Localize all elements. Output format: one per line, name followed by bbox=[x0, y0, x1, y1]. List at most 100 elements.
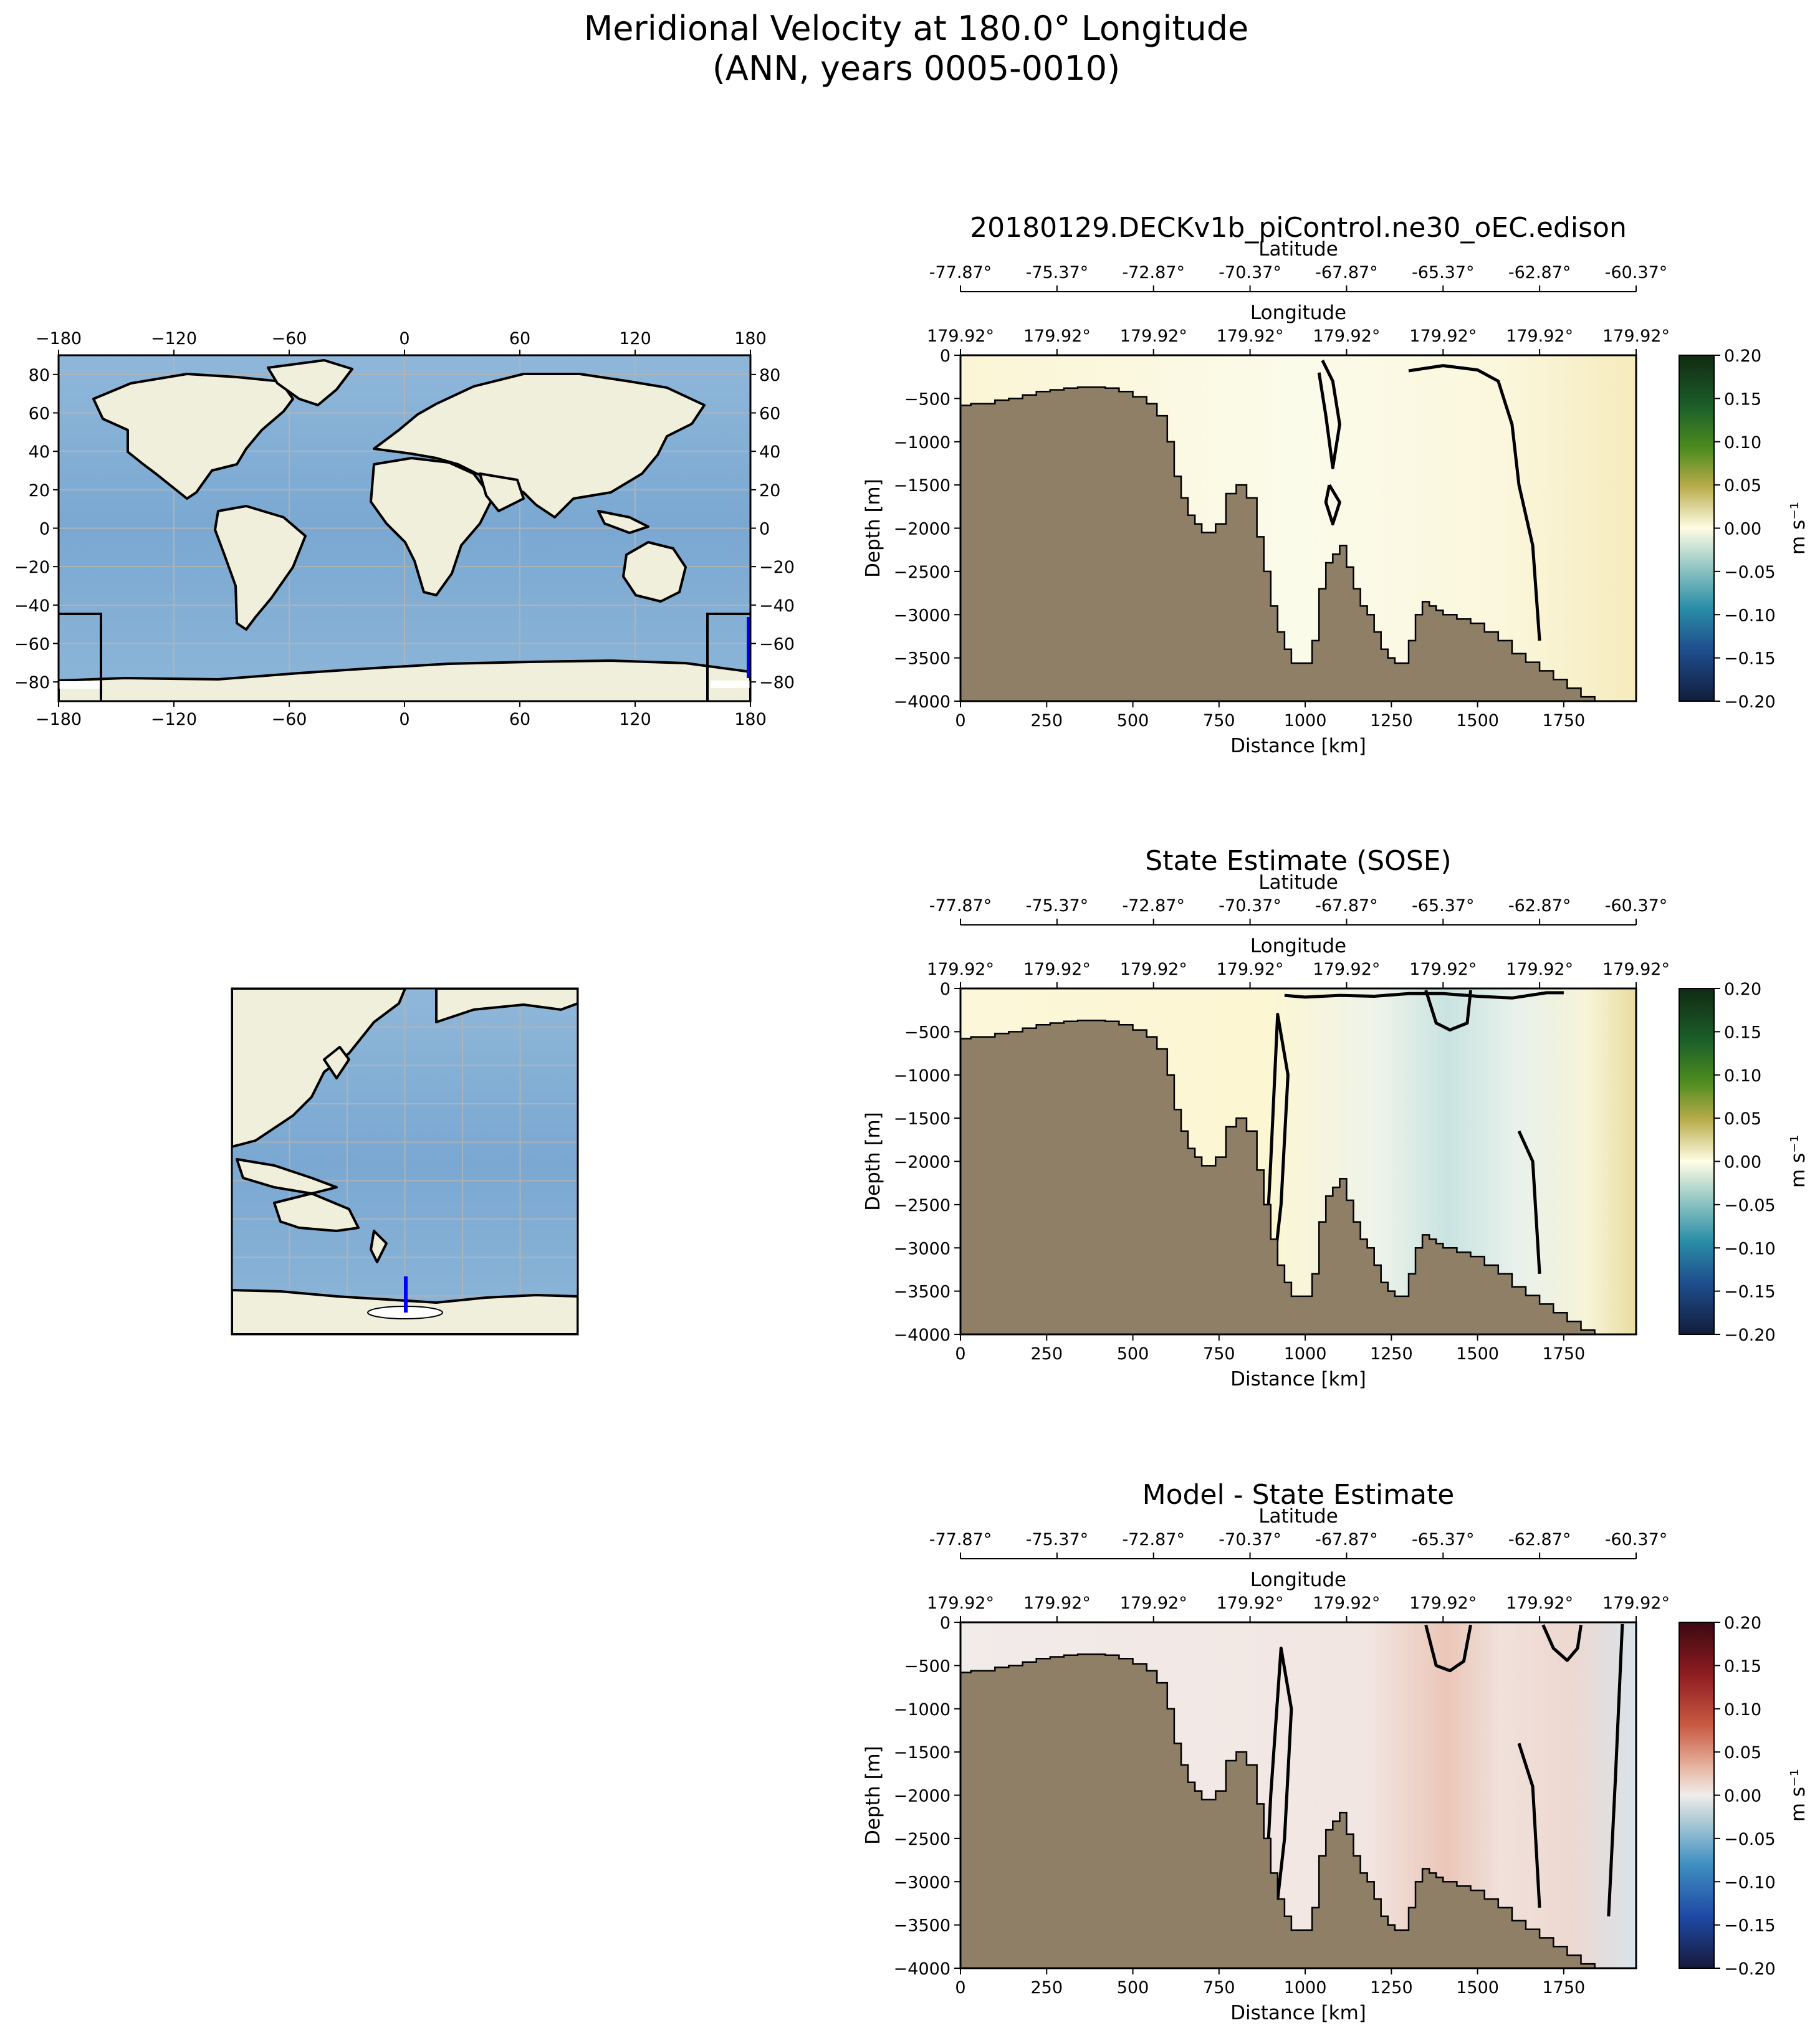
greenland bbox=[267, 359, 353, 406]
lon-tick-label-bottom: −180 bbox=[36, 710, 82, 729]
latitude-tick-label: -60.37° bbox=[1605, 1530, 1668, 1549]
panel-title: 20180129.DECKv1b_piControl.ne30_oEC.edis… bbox=[970, 212, 1627, 244]
longitude-tick-label: 179.92° bbox=[1023, 960, 1091, 979]
section-panel-model: 0 250 500 750 1000 1250 1500 1750 Distance [km] 0… bbox=[862, 212, 1809, 757]
y-tick-label: −3500 bbox=[894, 1283, 951, 1302]
longitude-tick-label: 179.92° bbox=[1217, 327, 1284, 346]
colorbar-tick-label: 0.00 bbox=[1724, 520, 1761, 539]
lon-tick-label-top: 120 bbox=[619, 329, 651, 348]
latitude-axis-label: Latitude bbox=[1258, 871, 1338, 894]
lon-tick-label-top: 60 bbox=[509, 329, 530, 348]
zero-contour-line bbox=[1424, 990, 1472, 1032]
longitude-tick-label: 179.92° bbox=[1217, 1594, 1284, 1613]
latitude-tick-label: -77.87° bbox=[929, 896, 992, 916]
latitude-tick-label: -70.37° bbox=[1219, 1530, 1281, 1549]
colorbar-tick-label: −0.20 bbox=[1724, 692, 1776, 712]
longitude-axis-label: Longitude bbox=[1250, 935, 1346, 957]
x-tick-label: 1250 bbox=[1370, 711, 1413, 730]
colorbar-tick-label: 0.15 bbox=[1724, 1023, 1761, 1042]
lon-tick-label-bottom: −60 bbox=[272, 710, 307, 729]
colorbar-unit-label: m s⁻¹ bbox=[1787, 1769, 1809, 1822]
world-map-right-latitude-ticks: 80 60 40 20 0 −20 −40 −60 −80 bbox=[750, 366, 795, 692]
y-tick-label: −3000 bbox=[894, 1239, 951, 1258]
colorbar-tick-label: 0.20 bbox=[1724, 1614, 1761, 1633]
transect-region-outline bbox=[59, 613, 750, 701]
panel-title: State Estimate (SOSE) bbox=[1145, 845, 1451, 877]
zero-contour-line bbox=[1541, 1624, 1583, 1662]
regional-map bbox=[231, 987, 579, 1336]
panel-title: Model - State Estimate bbox=[1142, 1479, 1455, 1511]
x-axis-label: Distance [km] bbox=[1230, 1368, 1366, 1390]
lon-tick-label-bottom: 60 bbox=[509, 710, 530, 729]
y-tick-label: 0 bbox=[940, 1614, 951, 1633]
lat-tick-label-right: −20 bbox=[759, 558, 795, 577]
longitude-tick-label: 179.92° bbox=[927, 327, 994, 346]
lat-tick-label-left: 80 bbox=[29, 366, 50, 385]
longitude-tick-label: 179.92° bbox=[1409, 1594, 1477, 1613]
y-tick-label: −1000 bbox=[894, 433, 951, 452]
y-tick-label: −500 bbox=[904, 390, 951, 409]
zero-contour-line bbox=[1607, 1624, 1624, 1916]
longitude-tick-label: 179.92° bbox=[1120, 1594, 1187, 1613]
lat-tick-label-left: 20 bbox=[29, 481, 50, 500]
alaska-region bbox=[435, 988, 578, 1023]
colorbar-tick-label: −0.15 bbox=[1724, 1916, 1776, 1936]
regional-map-land bbox=[232, 988, 578, 1334]
lon-tick-label-top: −60 bbox=[272, 329, 307, 348]
latitude-axis-label: Latitude bbox=[1258, 1505, 1338, 1528]
latitude-tick-label: -60.37° bbox=[1605, 896, 1668, 916]
colorbar-tick-label: −0.10 bbox=[1724, 1873, 1776, 1892]
latitude-tick-label: -62.87° bbox=[1508, 263, 1571, 282]
ross-ice-shelf-east bbox=[711, 681, 750, 688]
lon-tick-label-bottom: 120 bbox=[619, 710, 651, 729]
figure-title-line-1: Meridional Velocity at 180.0° Longitude bbox=[584, 9, 1249, 48]
longitude-tick-label: 179.92° bbox=[1023, 327, 1091, 346]
longitude-tick-label: 179.92° bbox=[1602, 1594, 1670, 1613]
y-axis-label: Depth [m] bbox=[862, 1746, 884, 1845]
x-axis-label: Distance [km] bbox=[1230, 735, 1366, 757]
x-tick-label: 0 bbox=[955, 1978, 965, 1997]
x-tick-label: 250 bbox=[1030, 1344, 1063, 1364]
longitude-tick-label: 179.92° bbox=[1506, 960, 1573, 979]
world-map: −180 −120 −60 0 60 120 180 −180 −120 −60 0 60 120 18… bbox=[14, 329, 795, 729]
x-tick-label: 1000 bbox=[1284, 711, 1327, 730]
figure-title-line-2: (ANN, years 0005-0010) bbox=[712, 49, 1120, 88]
latitude-tick-label: -77.87° bbox=[929, 1530, 992, 1549]
x-tick-label: 500 bbox=[1117, 1978, 1149, 1997]
colorbar-tick-label: 0.10 bbox=[1724, 433, 1761, 452]
antarctica bbox=[59, 659, 750, 701]
new-zealand bbox=[370, 1230, 388, 1263]
colorbar-tick-label: −0.20 bbox=[1724, 1326, 1776, 1345]
latitude-tick-label: -72.87° bbox=[1122, 896, 1185, 916]
lat-tick-label-left: −80 bbox=[14, 673, 50, 692]
ross-ice-shelf-west bbox=[59, 681, 102, 689]
colorbar-tick-label: 0.10 bbox=[1724, 1066, 1761, 1086]
x-tick-label: 1750 bbox=[1542, 1978, 1585, 1997]
latitude-tick-label: -75.37° bbox=[1026, 263, 1089, 282]
x-tick-label: 1000 bbox=[1284, 1344, 1327, 1364]
colorbar-tick-label: 0.00 bbox=[1724, 1153, 1761, 1172]
longitude-tick-label: 179.92° bbox=[927, 1594, 994, 1613]
latitude-tick-label: -72.87° bbox=[1122, 1530, 1185, 1549]
latitude-axis-label: Latitude bbox=[1258, 238, 1338, 261]
maritime-asia bbox=[236, 1158, 338, 1195]
africa bbox=[370, 457, 494, 596]
longitude-tick-label: 179.92° bbox=[1602, 327, 1670, 346]
japan bbox=[323, 1046, 350, 1079]
longitude-axis-label: Longitude bbox=[1250, 1569, 1346, 1591]
x-tick-label: 0 bbox=[955, 1344, 965, 1364]
longitude-tick-label: 179.92° bbox=[927, 960, 994, 979]
colorbar-unit-label: m s⁻¹ bbox=[1787, 502, 1809, 555]
latitude-tick-label: -67.87° bbox=[1315, 263, 1378, 282]
lat-tick-label-right: 20 bbox=[759, 481, 780, 500]
colorbar-tick-label: −0.10 bbox=[1724, 606, 1776, 625]
lon-tick-label-top: 0 bbox=[399, 329, 410, 348]
y-tick-label: −4000 bbox=[894, 1959, 951, 1979]
australia-region bbox=[273, 1192, 360, 1232]
zero-contour-line bbox=[1317, 360, 1341, 469]
bathymetry bbox=[959, 1020, 1636, 1336]
lat-tick-label-right: −80 bbox=[759, 673, 795, 692]
y-tick-label: −500 bbox=[904, 1023, 951, 1042]
colorbar-tick-label: −0.10 bbox=[1724, 1239, 1776, 1258]
x-tick-label: 750 bbox=[1203, 1978, 1235, 1997]
